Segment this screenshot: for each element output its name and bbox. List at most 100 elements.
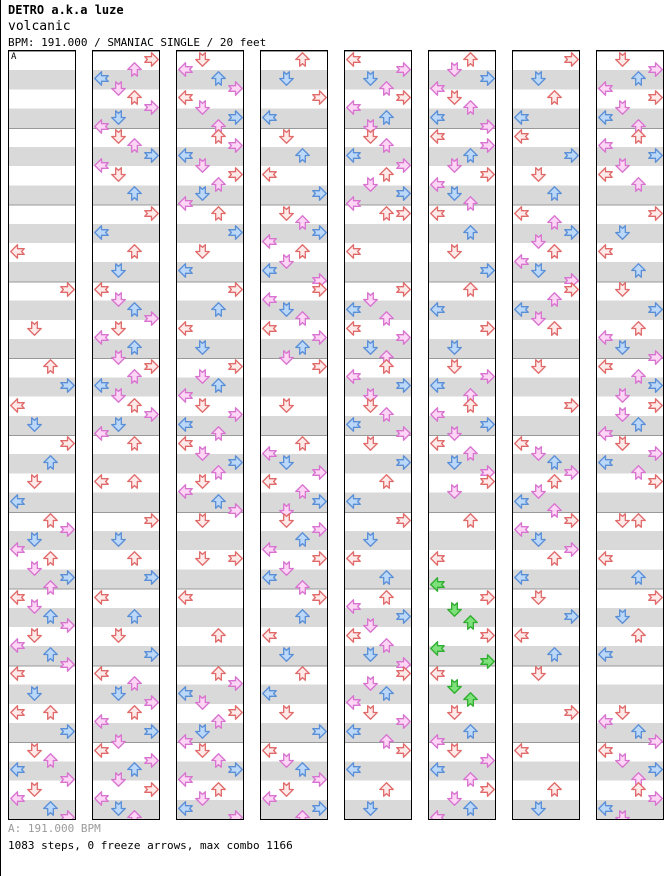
arrow-up-icon	[127, 474, 142, 490]
arrow-left-icon	[94, 666, 109, 682]
arrow-left-icon	[514, 743, 529, 759]
arrow-right-icon	[479, 71, 495, 87]
arrow-left-icon	[262, 109, 277, 125]
arrow-right-icon	[479, 653, 495, 669]
arrow-down-icon	[278, 752, 294, 768]
arrow-right-icon	[311, 224, 327, 240]
arrow-down-icon	[530, 167, 546, 183]
arrow-down-icon	[614, 388, 630, 403]
arrow-left-icon	[598, 426, 613, 442]
arrow-left-icon	[430, 551, 445, 567]
arrow-left-icon	[346, 100, 361, 115]
arrow-left-icon	[598, 330, 613, 346]
arrow-right-icon	[227, 762, 243, 778]
arrow-up-icon	[127, 810, 142, 819]
arrow-down-icon	[278, 205, 294, 221]
arrow-down-icon	[110, 128, 126, 144]
arrow-down-icon	[194, 52, 210, 67]
arrow-left-icon	[262, 791, 277, 807]
arrow-up-icon	[295, 244, 310, 259]
arrow-up-icon	[547, 551, 562, 567]
arrow-down-icon	[530, 445, 546, 461]
arrow-left-icon	[430, 810, 445, 819]
arrow-up-icon	[43, 580, 58, 595]
arrow-up-icon	[379, 781, 394, 797]
arrow-down-icon	[446, 340, 462, 355]
arrow-left-icon	[178, 800, 193, 816]
arrow-left-icon	[514, 628, 529, 643]
arrow-up-icon	[631, 724, 646, 739]
arrow-up-icon	[547, 186, 562, 202]
arrow-right-icon	[395, 186, 411, 202]
arrow-down-icon	[278, 397, 294, 413]
arrow-up-icon	[463, 224, 478, 240]
arrow-up-icon	[379, 685, 394, 701]
arrow-up-icon	[295, 436, 310, 451]
arrow-down-icon	[278, 71, 294, 87]
arrow-right-icon	[563, 148, 579, 163]
arrow-up-icon	[127, 397, 142, 413]
arrow-up-icon	[127, 551, 142, 567]
arrow-up-icon	[211, 301, 226, 317]
arrow-down-icon	[362, 176, 378, 192]
arrow-up-icon	[547, 244, 562, 259]
arrow-down-icon	[26, 560, 42, 576]
arrow-left-icon	[178, 388, 193, 403]
arrow-up-icon	[211, 176, 226, 192]
arrow-left-icon	[94, 474, 109, 490]
arrow-down-icon	[614, 282, 630, 298]
arrow-up-icon	[547, 215, 562, 231]
arrow-up-icon	[295, 608, 310, 624]
arrow-up-icon	[631, 570, 646, 586]
arrow-down-icon	[26, 320, 42, 336]
arrow-right-icon	[59, 810, 75, 819]
arrow-up-icon	[463, 692, 478, 707]
arrow-right-icon	[227, 138, 243, 154]
arrow-right-icon	[143, 512, 159, 528]
arrow-down-icon	[530, 71, 546, 87]
arrow-right-icon	[563, 397, 579, 413]
arrow-down-icon	[110, 167, 126, 183]
arrow-right-icon	[227, 80, 243, 96]
arrow-left-icon	[598, 743, 613, 759]
arrow-down-icon	[362, 128, 378, 144]
arrow-down-icon	[446, 244, 462, 259]
song-title: volcanic	[8, 19, 71, 34]
arrow-left-icon	[430, 407, 445, 423]
arrow-left-icon	[514, 128, 529, 144]
arrow-down-icon	[278, 349, 294, 365]
arrow-left-icon	[346, 599, 361, 615]
arrow-left-icon	[178, 436, 193, 451]
arrow-down-icon	[110, 772, 126, 787]
arrow-right-icon	[143, 407, 159, 423]
arrow-down-icon	[26, 474, 42, 490]
arrow-right-icon	[227, 551, 243, 567]
arrow-left-icon	[514, 570, 529, 586]
arrow-right-icon	[395, 330, 411, 346]
arrow-right-icon	[395, 608, 411, 624]
arrow-left-icon	[430, 436, 445, 451]
arrow-left-icon	[514, 522, 529, 538]
arrow-down-icon	[26, 532, 42, 547]
arrow-up-icon	[379, 637, 394, 653]
arrow-down-icon	[194, 474, 210, 490]
arrow-right-icon	[143, 148, 159, 163]
arrow-down-icon	[362, 397, 378, 413]
arrow-left-icon	[514, 205, 529, 221]
arrow-right-icon	[59, 772, 75, 787]
arrow-down-icon	[110, 388, 126, 403]
arrow-up-icon	[211, 464, 226, 480]
arrow-right-icon	[563, 224, 579, 240]
arrow-down-icon	[446, 157, 462, 173]
arrow-left-icon	[10, 493, 25, 509]
chart-column	[428, 50, 496, 820]
arrow-down-icon	[278, 560, 294, 576]
arrow-right-icon	[563, 282, 579, 298]
arrow-up-icon	[127, 608, 142, 624]
arrow-down-icon	[194, 724, 210, 739]
arrow-left-icon	[598, 800, 613, 816]
arrow-down-icon	[446, 90, 462, 106]
arrow-down-icon	[362, 292, 378, 307]
arrow-down-icon	[194, 100, 210, 115]
arrow-left-icon	[430, 301, 445, 317]
